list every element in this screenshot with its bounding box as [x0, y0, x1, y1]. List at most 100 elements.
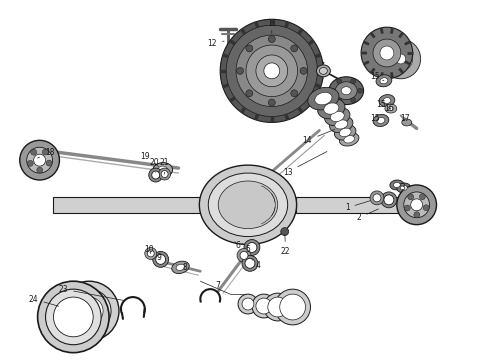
Text: 10: 10 — [144, 245, 153, 254]
Ellipse shape — [315, 93, 332, 105]
Text: 23: 23 — [59, 285, 124, 301]
Text: 6: 6 — [235, 241, 241, 250]
Circle shape — [291, 45, 298, 52]
Ellipse shape — [344, 136, 355, 143]
Circle shape — [27, 160, 33, 166]
Circle shape — [38, 281, 109, 353]
Text: 14: 14 — [303, 130, 335, 145]
Circle shape — [26, 147, 52, 173]
Circle shape — [396, 54, 406, 64]
Ellipse shape — [330, 116, 353, 133]
Circle shape — [300, 67, 307, 74]
Text: 17: 17 — [400, 114, 410, 123]
Circle shape — [247, 243, 257, 252]
Circle shape — [419, 194, 425, 200]
Circle shape — [237, 67, 244, 74]
Ellipse shape — [330, 111, 344, 122]
Circle shape — [37, 167, 43, 173]
Circle shape — [236, 35, 308, 107]
Bar — [295, 197, 405, 213]
Circle shape — [242, 298, 254, 310]
Text: 13: 13 — [283, 152, 327, 176]
Ellipse shape — [335, 120, 348, 129]
Circle shape — [238, 294, 258, 314]
Circle shape — [42, 149, 49, 155]
Ellipse shape — [390, 180, 404, 190]
Ellipse shape — [373, 114, 389, 126]
Ellipse shape — [340, 128, 351, 136]
Ellipse shape — [158, 166, 168, 174]
Circle shape — [53, 297, 93, 337]
Circle shape — [75, 297, 103, 325]
Circle shape — [246, 90, 253, 97]
Ellipse shape — [324, 103, 339, 114]
Circle shape — [264, 293, 292, 321]
Circle shape — [242, 255, 258, 271]
Circle shape — [246, 45, 253, 52]
Text: 22: 22 — [281, 234, 291, 256]
Circle shape — [240, 251, 248, 260]
Circle shape — [268, 297, 288, 317]
Ellipse shape — [319, 67, 327, 74]
Ellipse shape — [218, 181, 278, 229]
Circle shape — [220, 19, 323, 122]
Ellipse shape — [393, 183, 400, 188]
Circle shape — [414, 212, 420, 218]
Ellipse shape — [176, 264, 185, 270]
Ellipse shape — [377, 117, 385, 123]
Circle shape — [161, 171, 168, 177]
Circle shape — [373, 39, 401, 67]
Text: 9: 9 — [156, 253, 161, 262]
Ellipse shape — [388, 107, 394, 111]
Circle shape — [68, 289, 111, 333]
Circle shape — [34, 154, 46, 166]
Circle shape — [237, 248, 251, 262]
Circle shape — [384, 195, 394, 205]
Circle shape — [152, 171, 160, 179]
Circle shape — [337, 98, 342, 103]
Circle shape — [337, 79, 342, 84]
Ellipse shape — [318, 98, 345, 119]
Circle shape — [358, 88, 363, 93]
Text: 11: 11 — [267, 19, 276, 33]
Text: 12: 12 — [207, 39, 224, 48]
Circle shape — [404, 192, 430, 218]
Ellipse shape — [308, 87, 339, 110]
Text: 7: 7 — [216, 281, 225, 294]
Text: 21: 21 — [160, 158, 170, 174]
Circle shape — [397, 185, 437, 225]
Ellipse shape — [340, 132, 359, 146]
Circle shape — [423, 205, 429, 211]
Ellipse shape — [199, 165, 296, 244]
Circle shape — [380, 46, 394, 60]
Text: 4: 4 — [252, 260, 260, 270]
Circle shape — [256, 298, 272, 314]
Circle shape — [46, 289, 101, 345]
Ellipse shape — [153, 163, 172, 177]
Text: 8: 8 — [176, 263, 187, 272]
Circle shape — [244, 239, 260, 255]
Ellipse shape — [172, 261, 189, 274]
Ellipse shape — [380, 78, 388, 84]
Ellipse shape — [385, 104, 397, 113]
Circle shape — [159, 168, 171, 180]
Ellipse shape — [376, 75, 392, 87]
Circle shape — [269, 36, 275, 42]
Circle shape — [59, 281, 119, 341]
Circle shape — [264, 63, 280, 79]
Ellipse shape — [208, 173, 288, 237]
Circle shape — [373, 194, 381, 202]
Ellipse shape — [341, 87, 351, 95]
Circle shape — [149, 168, 163, 182]
Circle shape — [411, 199, 422, 211]
Text: 15: 15 — [370, 114, 380, 123]
Circle shape — [351, 98, 356, 103]
Circle shape — [381, 39, 420, 79]
Text: 3: 3 — [400, 184, 405, 193]
Circle shape — [246, 45, 297, 96]
Text: 1: 1 — [345, 201, 370, 212]
Circle shape — [281, 228, 289, 235]
Circle shape — [252, 294, 276, 318]
Ellipse shape — [329, 77, 364, 105]
Circle shape — [361, 27, 413, 79]
